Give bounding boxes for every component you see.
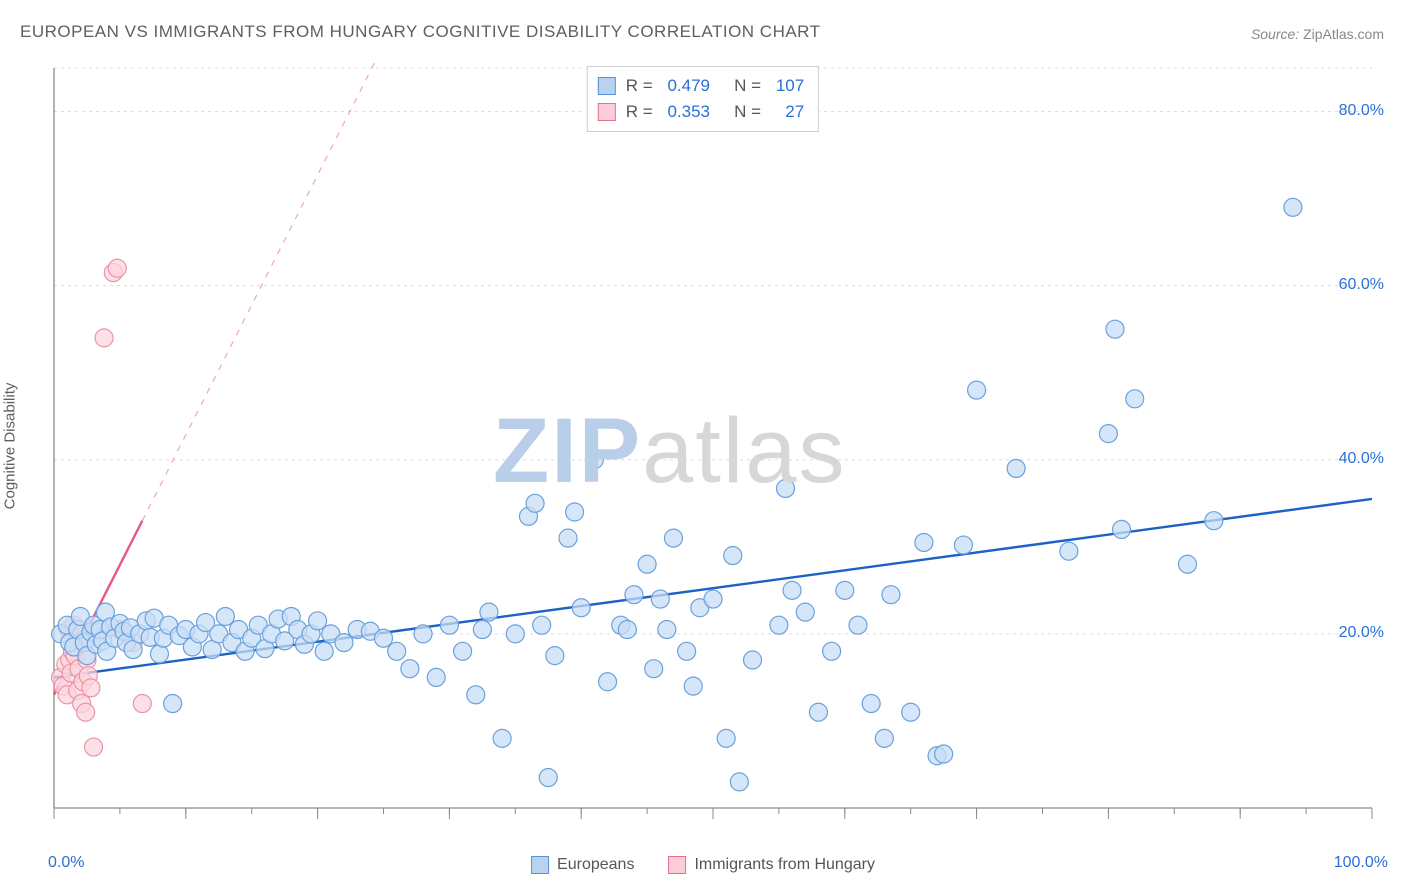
legend-n-label: N = (720, 99, 766, 125)
series-legend: Europeans Immigrants from Hungary (531, 856, 875, 874)
x-axis-min-label: 0.0% (48, 854, 84, 872)
scatter-chart (48, 60, 1384, 830)
legend-swatch (668, 856, 686, 874)
legend-series-label: Europeans (557, 856, 634, 874)
legend-row: R = 0.353 N = 27 (598, 99, 804, 125)
legend-n-value: 27 (776, 99, 804, 125)
legend-series-label: Immigrants from Hungary (694, 856, 875, 874)
source-label: Source: (1251, 26, 1299, 42)
legend-r-label: R = (626, 99, 658, 125)
legend-n-value: 107 (776, 73, 804, 99)
legend-r-value: 0.479 (667, 73, 710, 99)
x-axis-max-label: 100.0% (1334, 854, 1388, 872)
legend-swatch (598, 77, 616, 95)
legend-swatch (531, 856, 549, 874)
y-tick-label: 20.0% (1339, 624, 1384, 642)
legend-r-value: 0.353 (667, 99, 710, 125)
y-tick-label: 60.0% (1339, 276, 1384, 294)
legend-r-label: R = (626, 73, 658, 99)
y-tick-label: 80.0% (1339, 102, 1384, 120)
y-axis-label: Cognitive Disability (2, 383, 19, 510)
source-value: ZipAtlas.com (1303, 26, 1384, 42)
y-tick-label: 40.0% (1339, 450, 1384, 468)
legend-row: R = 0.479 N = 107 (598, 73, 804, 99)
legend-item: Immigrants from Hungary (668, 856, 875, 874)
chart-title: EUROPEAN VS IMMIGRANTS FROM HUNGARY COGN… (20, 22, 821, 42)
legend-n-label: N = (720, 73, 766, 99)
legend-swatch (598, 103, 616, 121)
source-attribution: Source: ZipAtlas.com (1251, 26, 1384, 42)
legend-item: Europeans (531, 856, 634, 874)
correlation-legend: R = 0.479 N = 107R = 0.353 N = 27 (587, 66, 819, 132)
plot-area (48, 60, 1384, 830)
